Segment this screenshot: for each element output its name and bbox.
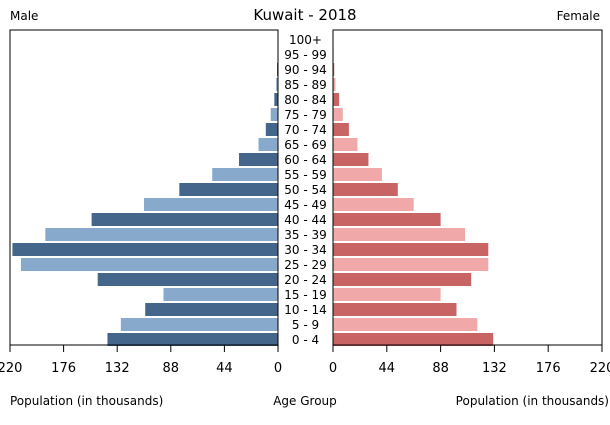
age-group-label: 85 - 89 bbox=[284, 78, 327, 92]
age-group-label: 55 - 59 bbox=[284, 168, 327, 182]
male-bar bbox=[91, 213, 278, 226]
female-bar bbox=[333, 258, 489, 271]
female-bar bbox=[333, 273, 472, 286]
male-plot-frame bbox=[9, 29, 279, 346]
age-group-label: 100+ bbox=[289, 33, 322, 47]
age-group-label: 65 - 69 bbox=[284, 138, 327, 152]
age-group-label: 20 - 24 bbox=[284, 273, 327, 287]
age-group-label: 25 - 29 bbox=[284, 258, 327, 272]
female-tick-label: 88 bbox=[432, 361, 449, 376]
male-bar bbox=[270, 108, 278, 121]
female-tick-label: 220 bbox=[590, 361, 610, 376]
female-bar bbox=[333, 153, 369, 166]
female-bar bbox=[333, 243, 489, 256]
age-group-label: 95 - 99 bbox=[284, 48, 327, 62]
male-bar bbox=[45, 228, 279, 241]
female-bar bbox=[333, 303, 457, 316]
female-plot-frame bbox=[332, 29, 603, 346]
male-bar bbox=[12, 243, 278, 256]
female-label: Female bbox=[557, 9, 600, 23]
age-group-label: 0 - 4 bbox=[292, 333, 319, 347]
female-tick-label: 44 bbox=[379, 361, 396, 376]
male-bar bbox=[20, 258, 279, 271]
female-tick-label: 176 bbox=[536, 361, 561, 376]
female-bar bbox=[333, 318, 478, 331]
female-bar bbox=[333, 93, 340, 106]
age-group-label: 15 - 19 bbox=[284, 288, 327, 302]
age-group-label: 35 - 39 bbox=[284, 228, 327, 242]
male-bar bbox=[107, 333, 278, 346]
age-group-label: 90 - 94 bbox=[284, 63, 327, 77]
x-axis-label-center: Age Group bbox=[273, 394, 337, 408]
age-group-label: 10 - 14 bbox=[284, 303, 327, 317]
age-group-label: 5 - 9 bbox=[292, 318, 319, 332]
male-bar bbox=[145, 303, 278, 316]
male-bar bbox=[239, 153, 278, 166]
x-axis-label-right: Population (in thousands) bbox=[456, 394, 609, 408]
male-label: Male bbox=[10, 9, 38, 23]
female-bar bbox=[333, 123, 349, 136]
age-group-label: 30 - 34 bbox=[284, 243, 327, 257]
female-bar bbox=[333, 198, 414, 211]
female-tick-label: 132 bbox=[482, 361, 507, 376]
male-bar bbox=[265, 123, 278, 136]
female-bar bbox=[333, 63, 335, 76]
age-group-label: 60 - 64 bbox=[284, 153, 327, 167]
age-group-label: 50 - 54 bbox=[284, 183, 327, 197]
female-bar bbox=[333, 228, 466, 241]
female-bar bbox=[333, 138, 358, 151]
male-tick-label: 220 bbox=[0, 361, 22, 376]
male-tick-label: 0 bbox=[274, 361, 282, 376]
age-group-label: 40 - 44 bbox=[284, 213, 327, 227]
chart-title: Kuwait - 2018 bbox=[253, 6, 356, 24]
female-bar bbox=[333, 168, 382, 181]
male-bar bbox=[97, 273, 278, 286]
age-group-label: 45 - 49 bbox=[284, 198, 327, 212]
male-bar bbox=[120, 318, 278, 331]
female-bar bbox=[333, 108, 343, 121]
female-bar bbox=[333, 333, 494, 346]
female-bar bbox=[333, 183, 398, 196]
female-bar bbox=[333, 78, 336, 91]
male-bar bbox=[274, 93, 278, 106]
age-group-label: 75 - 79 bbox=[284, 108, 327, 122]
male-bar bbox=[212, 168, 278, 181]
x-axis-label-left: Population (in thousands) bbox=[10, 394, 163, 408]
male-tick-label: 176 bbox=[51, 361, 76, 376]
male-tick-label: 132 bbox=[105, 361, 130, 376]
age-group-label: 80 - 84 bbox=[284, 93, 327, 107]
age-group-label: 70 - 74 bbox=[284, 123, 327, 137]
male-tick-label: 44 bbox=[216, 361, 233, 376]
female-bar bbox=[333, 213, 441, 226]
female-tick-label: 0 bbox=[329, 361, 337, 376]
female-bar bbox=[333, 288, 441, 301]
male-bar bbox=[258, 138, 278, 151]
male-bar bbox=[144, 198, 278, 211]
male-tick-label: 88 bbox=[163, 361, 180, 376]
male-bar bbox=[276, 78, 278, 91]
male-bar bbox=[179, 183, 278, 196]
male-bar bbox=[163, 288, 278, 301]
